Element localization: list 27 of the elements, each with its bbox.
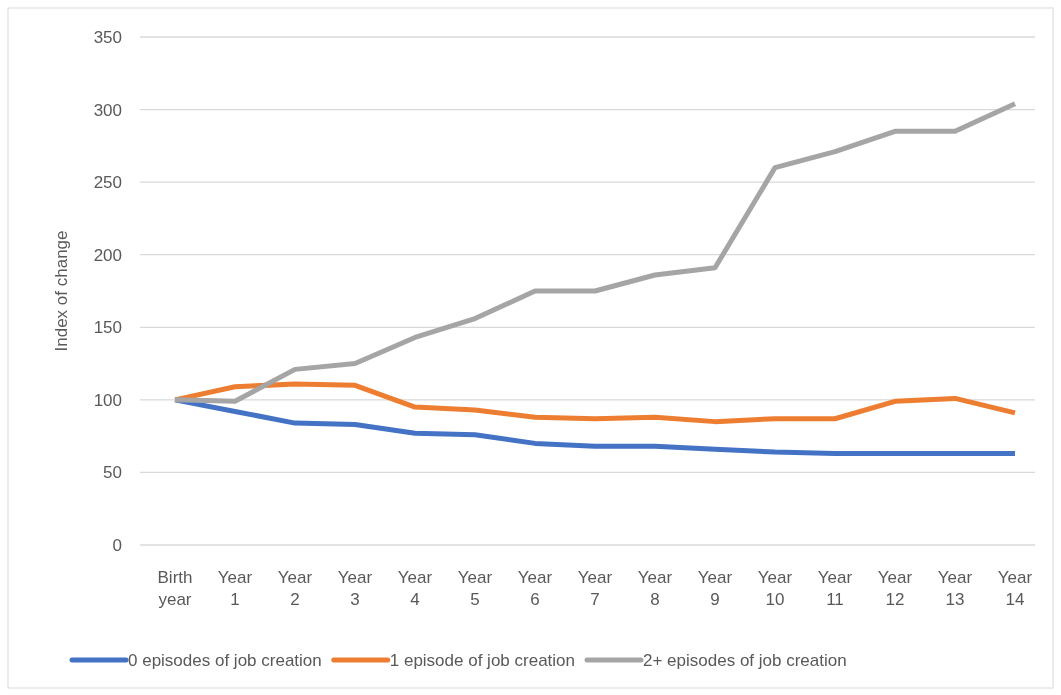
- x-tick-label: Year 8: [637, 568, 673, 609]
- legend-label: 0 episodes of job creation: [128, 651, 322, 670]
- x-tick-label: Year 2: [277, 568, 313, 609]
- y-tick-label: 50: [103, 463, 122, 483]
- x-tick-label: Year 6: [517, 568, 553, 609]
- x-tick-label: Year 4: [397, 568, 433, 609]
- y-tick-label: 350: [93, 27, 122, 47]
- x-tick-label: Year 12: [877, 568, 913, 609]
- x-tick-label: Year 5: [457, 568, 493, 609]
- y-axis-title: Index of change: [52, 230, 71, 352]
- y-tick-label: 200: [93, 245, 122, 265]
- y-tick-label: 300: [93, 100, 122, 120]
- x-tick-label: Year 7: [577, 568, 613, 609]
- x-tick-label: Year 9: [697, 568, 733, 609]
- y-tick-label: 100: [93, 390, 122, 410]
- x-tick-label: Year 13: [937, 568, 973, 609]
- x-tick-label: Year 11: [817, 568, 853, 609]
- legend-label: 1 episode of job creation: [389, 651, 575, 670]
- x-tick-label: Year 1: [217, 568, 253, 609]
- x-tick-label: Year 3: [337, 568, 373, 609]
- x-tick-label: Year 10: [757, 568, 793, 609]
- y-tick-label: 250: [93, 173, 122, 193]
- y-tick-label: 150: [93, 318, 122, 338]
- x-tick-label: Birth year: [157, 568, 193, 609]
- y-tick-label: 0: [112, 535, 122, 555]
- x-tick-label: Year 14: [997, 568, 1033, 609]
- legend-label: 2+ episodes of job creation: [643, 651, 847, 670]
